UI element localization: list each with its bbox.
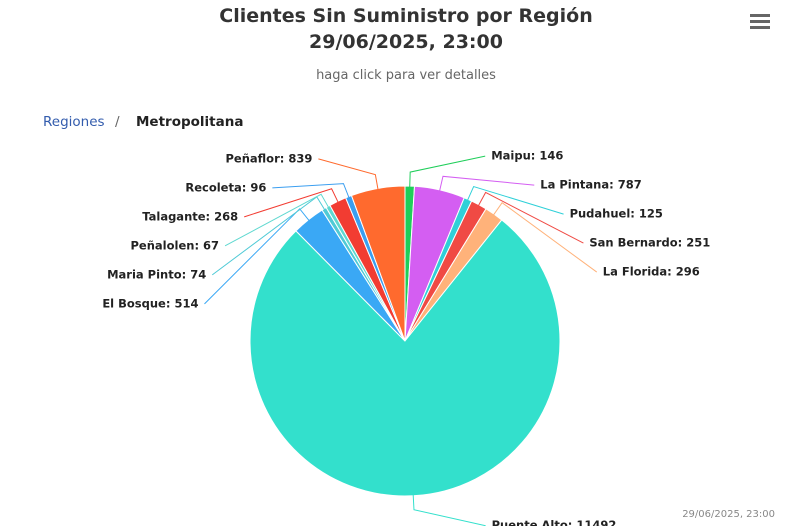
menu-button[interactable]: [750, 14, 770, 29]
data-label: Maria Pinto: 74: [107, 267, 206, 281]
breadcrumb-separator: /: [115, 114, 120, 130]
connector: [409, 155, 486, 189]
connector: [224, 193, 330, 247]
breadcrumb-link[interactable]: Regiones: [43, 114, 105, 130]
connector: [477, 191, 584, 244]
connector: [244, 188, 340, 218]
data-label: Pudahuel: 125: [570, 207, 663, 221]
data-label: Maipu: 146: [491, 149, 563, 163]
chart-title: 29/06/2025, 23:00: [309, 31, 503, 53]
chart-subtitle: haga click para ver detalles: [316, 68, 496, 83]
data-label: Talagante: 268: [142, 209, 238, 223]
connector: [412, 493, 486, 526]
data-label: Peñalolen: 67: [131, 238, 220, 252]
connector: [204, 208, 311, 305]
connector: [438, 175, 535, 193]
data-label: San Bernardo: 251: [589, 236, 710, 250]
connector: [466, 185, 564, 215]
breadcrumb-current: Metropolitana: [136, 114, 243, 130]
data-label: El Bosque: 514: [102, 296, 198, 310]
data-label: Recoleta: 96: [185, 180, 266, 194]
connector: [492, 201, 598, 273]
chart-title: Clientes Sin Suministro por Región: [219, 5, 592, 27]
connector: [272, 183, 350, 199]
data-label: Peñaflor: 839: [225, 151, 312, 165]
connector: [318, 158, 379, 191]
credits: 29/06/2025, 23:00: [682, 509, 775, 520]
data-label: La Florida: 296: [603, 265, 700, 279]
data-label: La Pintana: 787: [540, 178, 641, 192]
data-label: Puente Alto: 11492: [492, 518, 617, 526]
